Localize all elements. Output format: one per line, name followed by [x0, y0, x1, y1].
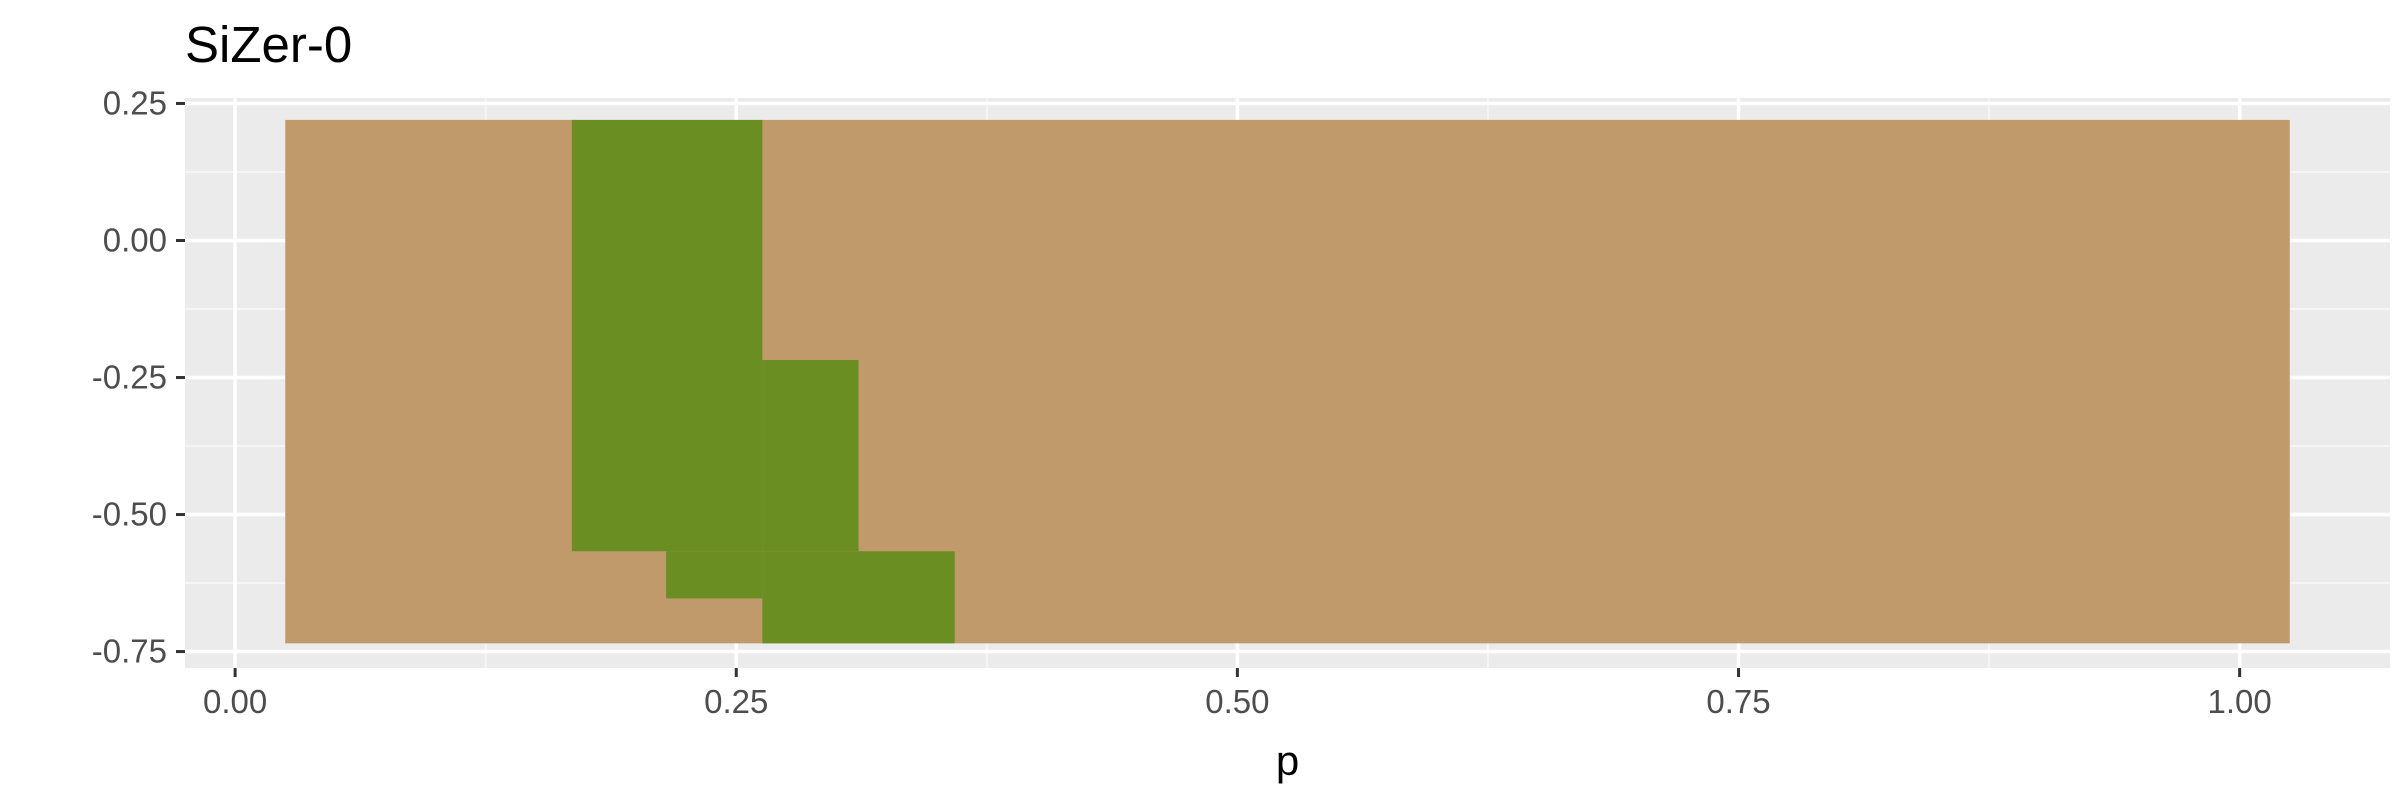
sizer-cell-significant: [762, 359, 859, 552]
y-tick-label: 0.00: [103, 222, 167, 259]
sizer-cell-significant: [762, 551, 955, 644]
sizer-cell-significant: [666, 551, 763, 599]
y-tick-label: 0.25: [103, 84, 167, 121]
sizer-cells: [285, 119, 2290, 644]
y-tick-label: -0.75: [92, 633, 167, 670]
y-tick-label: -0.25: [92, 359, 167, 396]
x-tick-label: 0.00: [203, 683, 267, 720]
sizer-cell-significant: [571, 119, 763, 552]
x-tick-label: 0.25: [704, 683, 768, 720]
x-axis: 0.00 0.25 0.50 0.75 1.00: [203, 668, 2272, 720]
x-axis-title: p: [1276, 737, 1299, 784]
x-tick-label: 1.00: [2208, 683, 2272, 720]
chart-title: SiZer-0: [185, 16, 352, 73]
y-axis: -0.75 -0.50 -0.25 0.00 0.25: [92, 84, 185, 670]
x-tick-label: 0.75: [1706, 683, 1770, 720]
y-tick-label: -0.50: [92, 496, 167, 533]
x-tick-label: 0.50: [1205, 683, 1269, 720]
